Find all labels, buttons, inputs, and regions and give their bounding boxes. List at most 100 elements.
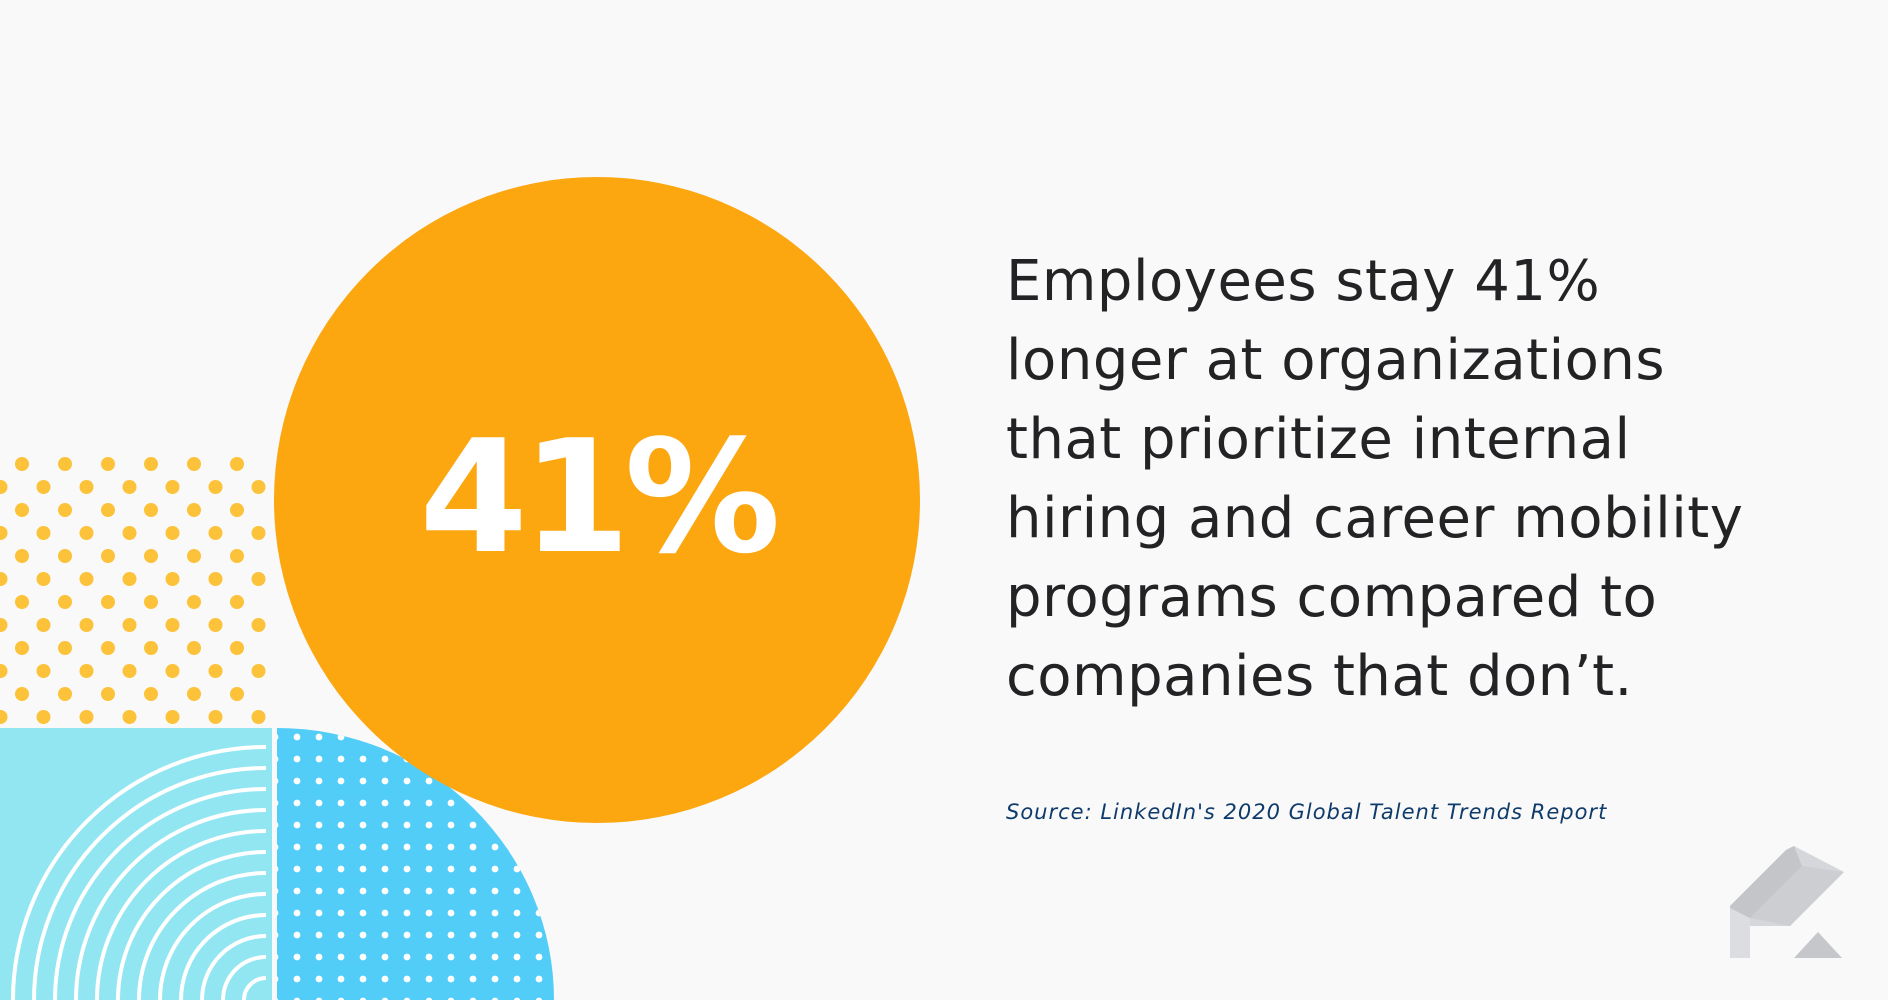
yellow-dot	[251, 526, 266, 540]
stat-circle: 41%	[274, 177, 920, 823]
headline-line: that prioritize internal	[1006, 407, 1631, 472]
yellow-dot	[122, 526, 137, 540]
yellow-dot	[122, 664, 137, 678]
yellow-dot	[230, 641, 244, 655]
yellow-dot	[36, 526, 51, 540]
yellow-dot	[58, 687, 72, 701]
arc-line	[242, 976, 267, 1000]
yellow-dot	[230, 457, 244, 471]
arc-line	[53, 787, 267, 1000]
yellow-dot	[15, 549, 29, 563]
yellow-dot	[101, 641, 115, 655]
yellow-dot	[79, 480, 94, 494]
yellow-dot	[79, 664, 94, 678]
yellow-dot	[208, 710, 223, 724]
headline-line: longer at organizations	[1006, 328, 1666, 393]
yellow-dot	[187, 457, 201, 471]
yellow-dot	[144, 687, 158, 701]
yellow-dot	[58, 641, 72, 655]
yellow-dot	[208, 480, 223, 494]
arc-line	[158, 892, 267, 1000]
yellow-dot	[144, 549, 158, 563]
yellow-dot	[144, 641, 158, 655]
arc-line	[116, 850, 267, 1000]
yellow-dot	[36, 572, 51, 586]
yellow-dot	[165, 664, 180, 678]
yellow-dot	[58, 503, 72, 517]
headline-line: hiring and career mobility	[1006, 486, 1744, 551]
yellow-dot	[122, 480, 137, 494]
yellow-dot	[165, 710, 180, 724]
arc-line	[95, 829, 267, 1000]
yellow-dot	[187, 549, 201, 563]
arc-line	[200, 934, 267, 1000]
yellow-dot	[0, 618, 8, 632]
arc-line	[221, 955, 267, 1000]
yellow-dot	[122, 572, 137, 586]
yellow-dot	[165, 526, 180, 540]
yellow-dot	[187, 595, 201, 609]
yellow-dot	[122, 710, 137, 724]
yellow-dot	[187, 503, 201, 517]
yellow-dot	[15, 457, 29, 471]
yellow-dot	[208, 572, 223, 586]
arc-line	[32, 766, 267, 1000]
yellow-dot	[0, 480, 8, 494]
yellow-dot	[15, 595, 29, 609]
yellow-dot	[101, 687, 115, 701]
arc-line	[74, 808, 267, 1000]
yellow-dot	[122, 618, 137, 632]
yellow-dot	[101, 595, 115, 609]
yellow-dot	[251, 480, 266, 494]
yellow-dot	[144, 595, 158, 609]
headline-text: Employees stay 41% longer at organizatio…	[1006, 242, 1836, 716]
yellow-dot	[36, 618, 51, 632]
yellow-dot	[58, 457, 72, 471]
source-citation: Source: LinkedIn's 2020 Global Talent Tr…	[1006, 800, 1608, 824]
yellow-dot	[15, 641, 29, 655]
yellow-dot	[79, 618, 94, 632]
headline-line: companies that don’t.	[1006, 644, 1633, 709]
yellow-dot	[144, 457, 158, 471]
yellow-dot	[187, 687, 201, 701]
concentric-arcs	[11, 745, 267, 1000]
yellow-dot	[208, 526, 223, 540]
yellow-dot	[79, 572, 94, 586]
headline-line: Employees stay 41%	[1006, 249, 1601, 314]
yellow-dot	[58, 595, 72, 609]
yellow-dot	[58, 549, 72, 563]
yellow-dot	[230, 595, 244, 609]
yellow-dot	[144, 503, 158, 517]
yellow-dot	[208, 664, 223, 678]
arc-line	[11, 745, 267, 1000]
yellow-dot	[36, 664, 51, 678]
yellow-dot	[36, 480, 51, 494]
yellow-dot	[79, 526, 94, 540]
yellow-dot	[251, 572, 266, 586]
yellow-dot	[101, 549, 115, 563]
yellow-dot	[208, 618, 223, 632]
stat-value: 41%	[419, 406, 780, 588]
yellow-dot	[0, 710, 8, 724]
yellow-dot	[101, 503, 115, 517]
yellow-dot	[0, 664, 8, 678]
yellow-dot	[15, 503, 29, 517]
yellow-dot-grid	[0, 457, 266, 724]
yellow-dot	[165, 618, 180, 632]
headline-line: programs compared to	[1006, 565, 1658, 630]
yellow-dot	[251, 618, 266, 632]
yellow-dot	[230, 549, 244, 563]
yellow-dot	[165, 572, 180, 586]
yellow-dot	[187, 641, 201, 655]
arc-line	[137, 871, 267, 1000]
yellow-dot	[165, 480, 180, 494]
yellow-dot	[36, 710, 51, 724]
yellow-dot	[230, 687, 244, 701]
brand-logo-icon	[1730, 846, 1844, 958]
yellow-dot	[251, 664, 266, 678]
yellow-dot	[15, 687, 29, 701]
yellow-dot	[0, 572, 8, 586]
yellow-dot	[251, 710, 266, 724]
yellow-dot	[0, 526, 8, 540]
